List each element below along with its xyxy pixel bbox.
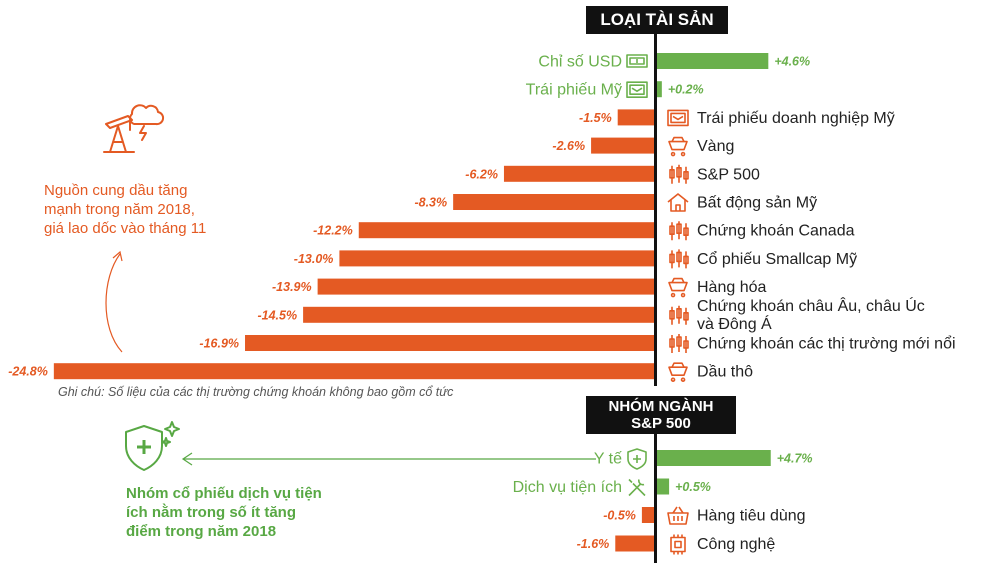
utilities-callout-line-1: Nhóm cổ phiếu dịch vụ tiện (126, 485, 322, 502)
asset-vang-gold-cart-icon (668, 136, 688, 157)
sector-header-line-2: S&P 500 (631, 415, 691, 432)
oil-callout-line-2: mạnh trong năm 2018, (44, 201, 195, 218)
asset-hang-hoa-bar (317, 278, 654, 295)
sector-hang-tieu-dung-bar (641, 507, 654, 523)
asset-chi-so-usd-value-label: +4.6% (774, 55, 810, 69)
asset-chung-khoan-chau-au-chau-uc-va-dong-a-category-label-line-1: Chứng khoán châu Âu, châu Úc (697, 296, 925, 315)
asset-chung-khoan-canada-value-label: -12.2% (313, 224, 353, 238)
asset-chung-khoan-chau-au-chau-uc-va-dong-a-value-label: -14.5% (257, 308, 297, 322)
utilities-callout-line-2: ích nằm trong số ít tăng (126, 504, 297, 521)
asset-trai-phieu-doanh-nghiep-my-value-label: -1.5% (579, 111, 612, 125)
utilities-callout: Nhóm cổ phiếu dịch vụ tiện ích nằm trong… (126, 484, 322, 541)
asset-chi-so-usd-bar (657, 53, 769, 69)
asset-trai-phieu-doanh-nghiep-my-bar (617, 109, 654, 126)
asset-co-phieu-smallcap-my-candlestick-icon (669, 249, 689, 269)
asset-trai-phieu-doanh-nghiep-my-bond-icon (667, 109, 689, 127)
asset-class-header: LOẠI TÀI SẢN (586, 6, 728, 34)
asset-trai-phieu-my-bond-icon (626, 81, 648, 98)
asset-bat-dong-san-my-bar (453, 194, 654, 210)
asset-chung-khoan-cac-thi-truong-moi-noi-bar (245, 335, 654, 351)
asset-s-p-500-candlestick-icon (669, 164, 689, 184)
sector-cong-nghe-value-label: -1.6% (577, 537, 610, 551)
oil-callout-arrow (105, 250, 123, 353)
utilities-callout-line-3: điểm trong năm 2018 (126, 523, 277, 540)
asset-bat-dong-san-my-house-icon (667, 193, 689, 212)
sector-hang-tieu-dung-category-label: Hàng tiêu dùng (697, 508, 806, 525)
asset-vang-bar (591, 137, 654, 154)
asset-chung-khoan-cac-thi-truong-moi-noi-candlestick-icon (669, 334, 689, 353)
sector-axis (654, 434, 657, 563)
asset-chung-khoan-chau-au-chau-uc-va-dong-a-category-label-line-2: và Đông Á (697, 314, 772, 333)
asset-dau-tho-value-label: -24.8% (8, 365, 48, 379)
asset-trai-phieu-doanh-nghiep-my-category-label: Trái phiếu doanh nghiệp Mỹ (697, 110, 895, 127)
sector-y-te-value-label: +4.7% (777, 452, 813, 466)
asset-chung-khoan-chau-au-chau-uc-va-dong-a-bar (303, 306, 654, 323)
sector-header: NHÓM NGÀNH S&P 500 (586, 396, 736, 434)
asset-chung-khoan-chau-au-chau-uc-va-dong-a-candlestick-icon (669, 305, 689, 325)
asset-bat-dong-san-my-category-label: Bất động sản Mỹ (697, 195, 817, 212)
sector-cong-nghe-chip-icon (670, 534, 686, 555)
footnote: Ghi chú: Số liệu của các thị trường chứn… (58, 385, 454, 399)
asset-hang-hoa-gold-cart-icon (668, 277, 688, 298)
asset-trai-phieu-my-category-label: Trái phiếu Mỹ (526, 82, 622, 99)
asset-s-p-500-value-label: -6.2% (465, 167, 498, 181)
asset-chi-so-usd-category-label: Chỉ số USD (538, 54, 622, 71)
asset-vang-category-label: Vàng (697, 138, 734, 155)
sector-y-te-bar (657, 450, 771, 466)
oil-rig-icon (103, 104, 165, 153)
asset-hang-hoa-value-label: -13.9% (272, 280, 312, 294)
asset-dau-tho-bar (53, 363, 654, 380)
asset-chung-khoan-canada-candlestick-icon (669, 221, 689, 241)
asset-hang-hoa-category-label: Hàng hóa (697, 279, 766, 296)
sector-dich-vu-tien-ich-value-label: +0.5% (675, 480, 711, 494)
asset-dau-tho-gold-cart-icon (668, 362, 688, 382)
asset-axis (654, 34, 657, 386)
asset-bat-dong-san-my-value-label: -8.3% (414, 196, 447, 210)
sector-dich-vu-tien-ich-category-label: Dịch vụ tiện ích (513, 479, 622, 496)
sector-y-te-category-label: Y tế (594, 451, 622, 468)
asset-chung-khoan-cac-thi-truong-moi-noi-value-label: -16.9% (199, 337, 239, 351)
asset-co-phieu-smallcap-my-category-label: Cổ phiếu Smallcap Mỹ (697, 250, 857, 268)
asset-s-p-500-category-label: S&P 500 (697, 166, 760, 183)
oil-callout-line-3: giá lao dốc vào tháng 11 (44, 220, 207, 237)
oil-callout: Nguồn cung dầu tăng mạnh trong năm 2018,… (44, 181, 206, 238)
asset-chi-so-usd-cash-icon (626, 54, 648, 68)
asset-dau-tho-category-label: Dầu thô (697, 364, 753, 381)
asset-vang-value-label: -2.6% (552, 139, 585, 153)
asset-co-phieu-smallcap-my-bar (339, 250, 654, 267)
sector-header-line-1: NHÓM NGÀNH (608, 398, 714, 415)
oil-callout-line-1: Nguồn cung dầu tăng (44, 182, 188, 199)
sector-dich-vu-tien-ich-tools-icon (628, 478, 646, 497)
sector-y-te-health-shield-icon (627, 448, 647, 470)
sector-dich-vu-tien-ich-bar (657, 478, 670, 495)
asset-s-p-500-bar (503, 165, 654, 182)
asset-trai-phieu-my-value-label: +0.2% (668, 83, 704, 97)
asset-chung-khoan-canada-category-label: Chứng khoán Canada (697, 223, 855, 240)
asset-chung-khoan-cac-thi-truong-moi-noi-category-label: Chứng khoán các thị trường mới nổi (697, 335, 956, 353)
utilities-callout-arrow (181, 452, 596, 466)
asset-trai-phieu-my-bar (657, 81, 662, 98)
health-shield-icon (125, 421, 180, 471)
sector-hang-tieu-dung-basket-icon (667, 506, 689, 525)
asset-chung-khoan-canada-bar (358, 222, 654, 239)
sector-cong-nghe-category-label: Công nghệ (697, 536, 775, 553)
sector-hang-tieu-dung-value-label: -0.5% (603, 509, 636, 523)
asset-co-phieu-smallcap-my-value-label: -13.0% (294, 252, 334, 266)
sector-cong-nghe-bar (615, 535, 654, 552)
